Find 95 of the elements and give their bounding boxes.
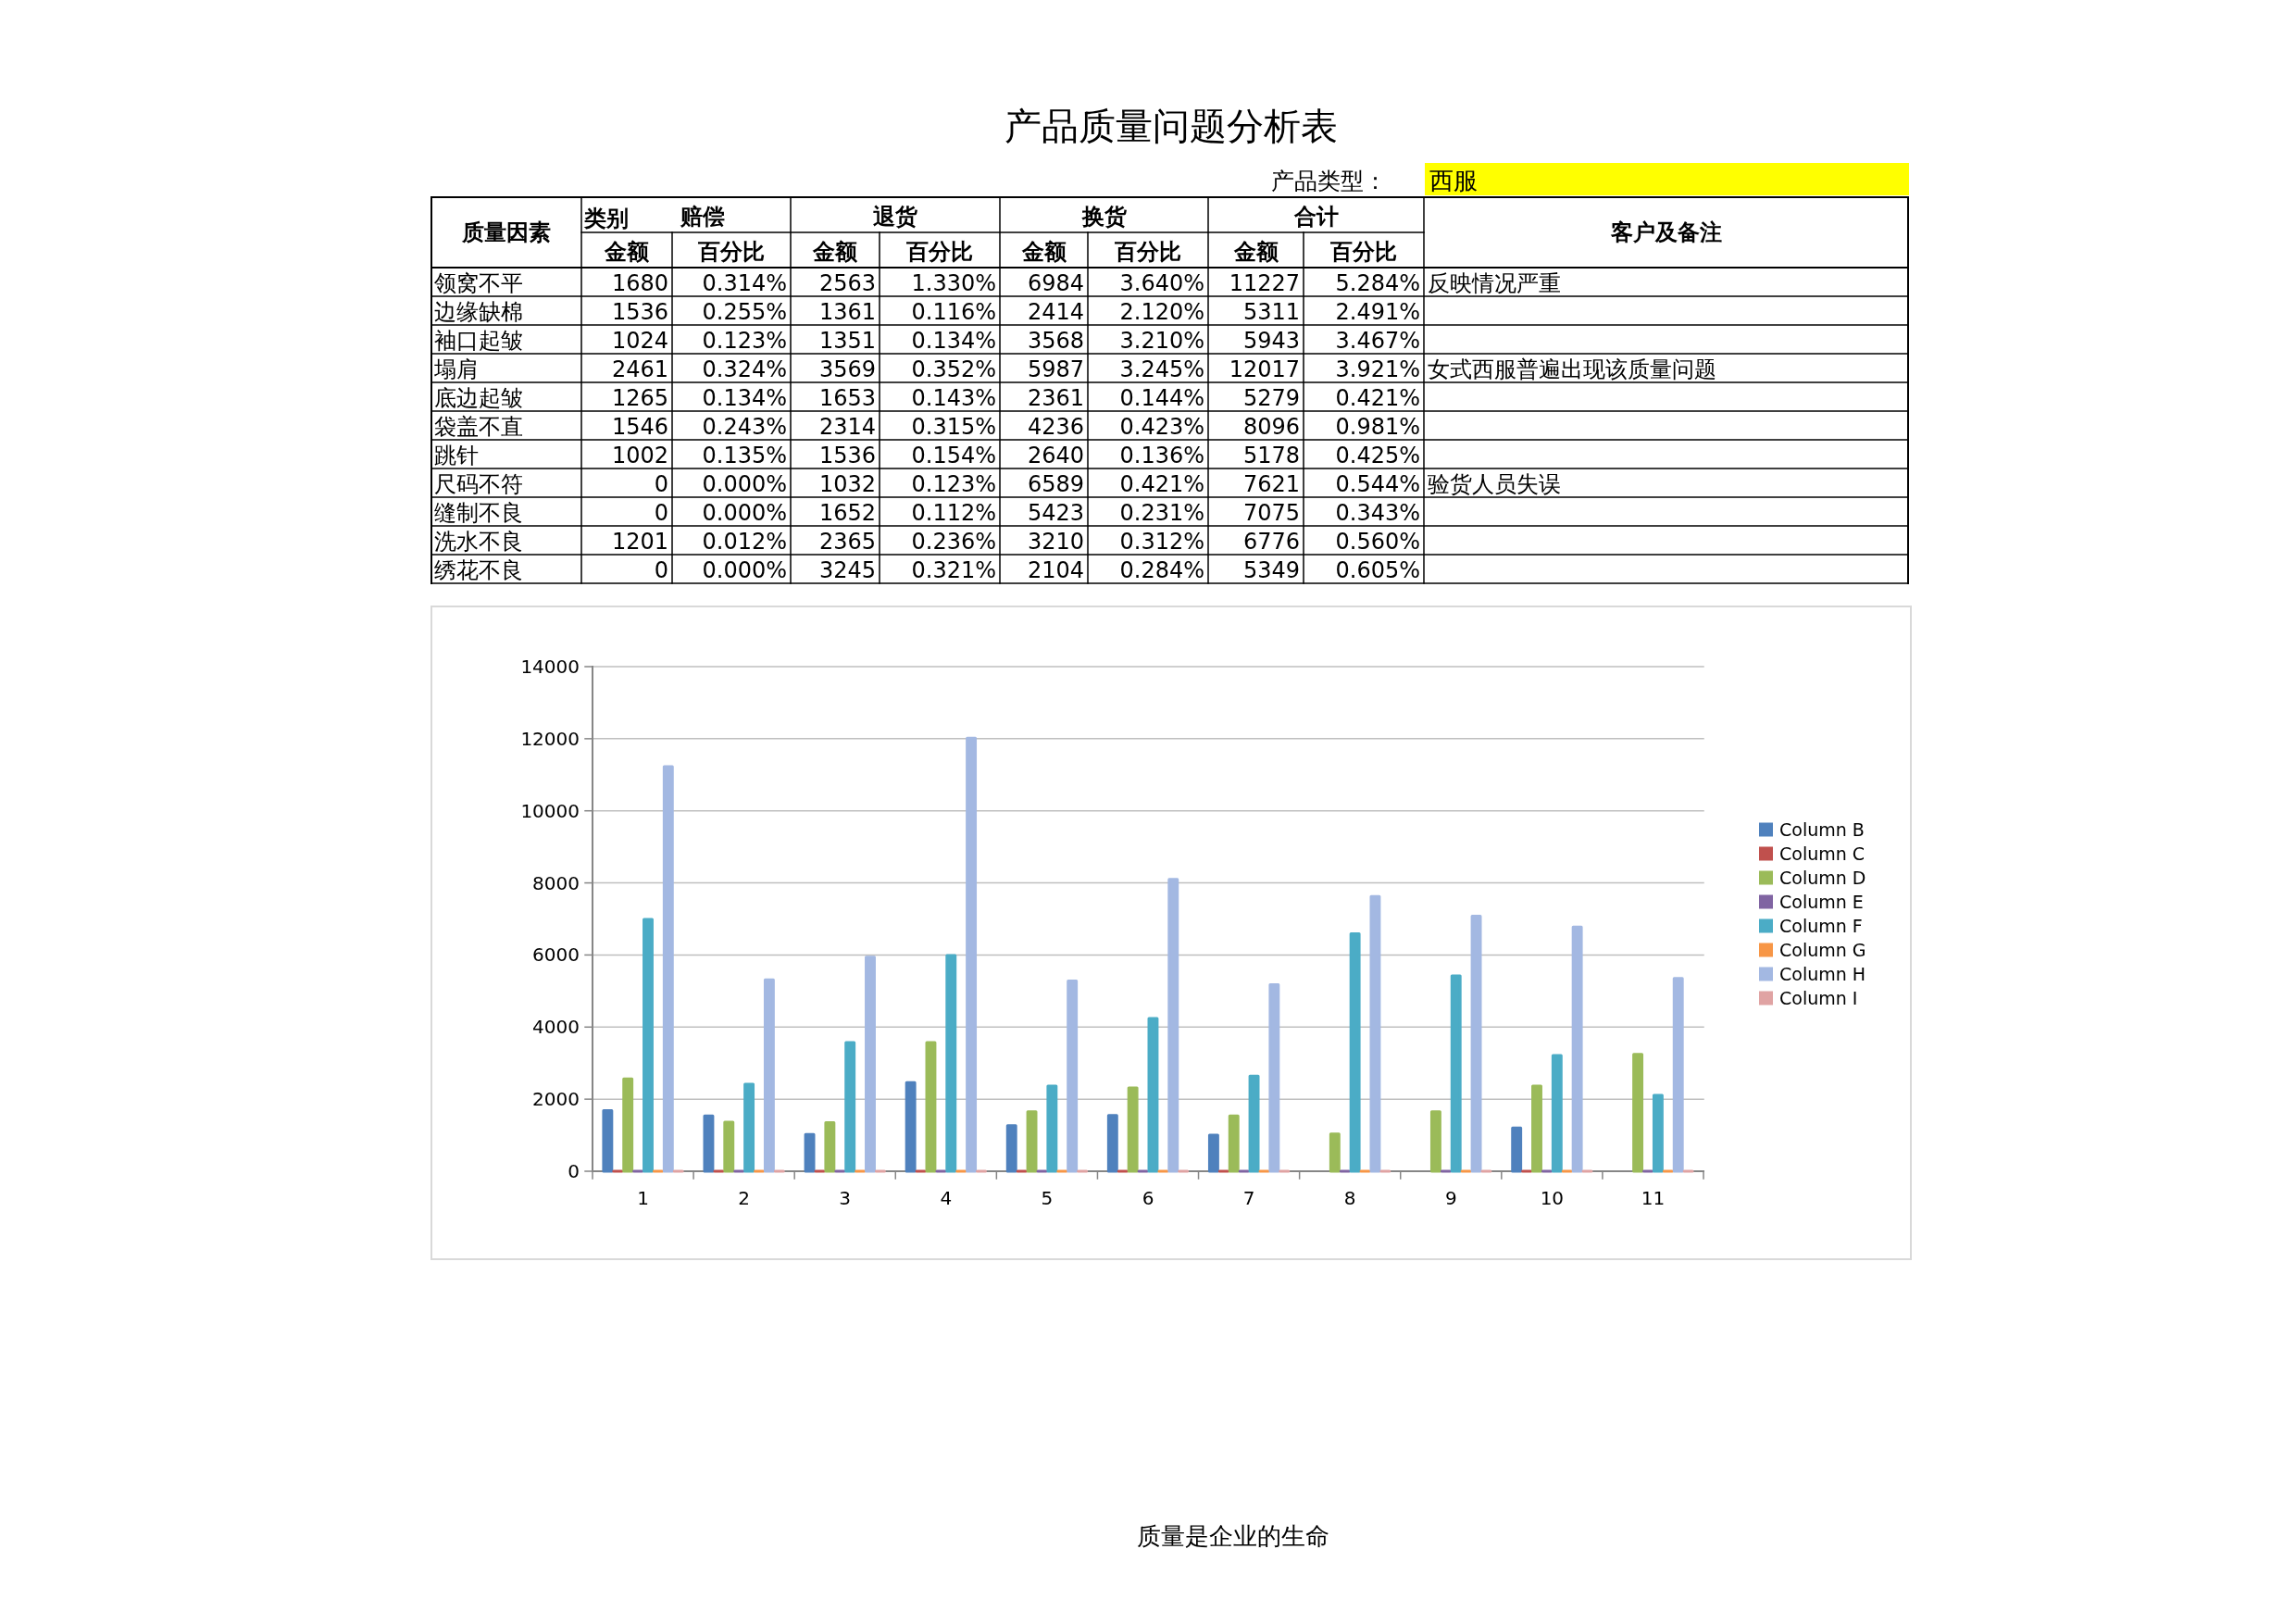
cell: 5943 <box>1242 328 1300 354</box>
cell: 1680 <box>611 270 668 296</box>
cell: 5349 <box>1242 557 1300 583</box>
cell: 5987 <box>1027 356 1084 382</box>
cell: 0.012% <box>702 529 787 555</box>
cell: 2563 <box>818 270 876 296</box>
cell: 3.640% <box>1119 270 1204 296</box>
cell: 0.284% <box>1119 557 1204 583</box>
cell: 0 <box>654 471 668 497</box>
cell: 3.210% <box>1119 328 1204 354</box>
note: 女式西服普遍出现该质量问题 <box>1428 356 1716 382</box>
cell: 3568 <box>1027 328 1084 354</box>
cell: 1536 <box>818 443 876 468</box>
cell: 0.425% <box>1335 443 1420 468</box>
cell: 2414 <box>1027 299 1084 325</box>
cell: 7621 <box>1242 471 1300 497</box>
cell: 2104 <box>1027 557 1084 583</box>
cell: 1265 <box>611 385 668 411</box>
cell: 3.245% <box>1119 356 1204 382</box>
cell: 1201 <box>611 529 668 555</box>
cell: 1.330% <box>911 270 996 296</box>
cell: 0.136% <box>1119 443 1204 468</box>
cell: 0.321% <box>911 557 996 583</box>
cell: 3.467% <box>1335 328 1420 354</box>
cell: 0.154% <box>911 443 996 468</box>
annotation: 西服 <box>1429 167 1478 194</box>
cell: 2365 <box>818 529 876 555</box>
cell: 1536 <box>611 299 668 325</box>
cell: 0.135% <box>702 443 787 468</box>
cell: 6589 <box>1027 471 1084 497</box>
cell: 0.315% <box>911 414 996 440</box>
cell: 0.343% <box>1335 500 1420 526</box>
cell: 2314 <box>818 414 876 440</box>
cell: 3569 <box>818 356 876 382</box>
cell: 3245 <box>818 557 876 583</box>
cell: 12017 <box>1229 356 1300 382</box>
cell: 0.255% <box>702 299 787 325</box>
cell: 0.423% <box>1119 414 1204 440</box>
cell: 6984 <box>1027 270 1084 296</box>
cell: 2461 <box>611 356 668 382</box>
cell: 0.243% <box>702 414 787 440</box>
cell: 1351 <box>818 328 876 354</box>
cell: 5279 <box>1242 385 1300 411</box>
cell: 8096 <box>1242 414 1300 440</box>
cell: 0.544% <box>1335 471 1420 497</box>
cell: 6776 <box>1242 529 1300 555</box>
cell: 7075 <box>1242 500 1300 526</box>
cell: 0 <box>654 500 668 526</box>
cell: 0.231% <box>1119 500 1204 526</box>
cell: 0.123% <box>702 328 787 354</box>
cell: 3.921% <box>1335 356 1420 382</box>
annotation: 质量是企业的生命 <box>1137 1522 1329 1550</box>
cell: 2.120% <box>1119 299 1204 325</box>
title: 产品质量问题分析表 <box>1004 105 1338 147</box>
cell: 0.112% <box>911 500 996 526</box>
cell: 0.324% <box>702 356 787 382</box>
cell: 1032 <box>818 471 876 497</box>
cell: 0.421% <box>1335 385 1420 411</box>
cell: 0.134% <box>702 385 787 411</box>
cell: 5311 <box>1242 299 1300 325</box>
cell: 0.000% <box>702 557 787 583</box>
annotation: 产品类型： <box>1271 168 1387 194</box>
cell: 0.116% <box>911 299 996 325</box>
cell: 5423 <box>1027 500 1084 526</box>
cell: 0.236% <box>911 529 996 555</box>
cell: 0.143% <box>911 385 996 411</box>
cell: 2.491% <box>1335 299 1420 325</box>
cell: 4236 <box>1027 414 1084 440</box>
cell: 0.981% <box>1335 414 1420 440</box>
cell: 0.144% <box>1119 385 1204 411</box>
note: 验货人员失误 <box>1428 471 1561 497</box>
cell: 5178 <box>1242 443 1300 468</box>
cell: 11227 <box>1229 270 1300 296</box>
cell: 1002 <box>611 443 668 468</box>
cell: 0.560% <box>1335 529 1420 555</box>
cell: 1024 <box>611 328 668 354</box>
cell: 0 <box>654 557 668 583</box>
cell: 0.000% <box>702 471 787 497</box>
cell: 0.314% <box>702 270 787 296</box>
cell: 2640 <box>1027 443 1084 468</box>
cell: 0.312% <box>1119 529 1204 555</box>
cell: 5.284% <box>1335 270 1420 296</box>
cell: 1546 <box>611 414 668 440</box>
cell: 0.000% <box>702 500 787 526</box>
cell: 0.605% <box>1335 557 1420 583</box>
cell: 0.123% <box>911 471 996 497</box>
note: 反映情况严重 <box>1428 270 1561 296</box>
cell: 1361 <box>818 299 876 325</box>
cell: 1652 <box>818 500 876 526</box>
cell: 0.421% <box>1119 471 1204 497</box>
cell: 1653 <box>818 385 876 411</box>
cell: 3210 <box>1027 529 1084 555</box>
cell: 0.134% <box>911 328 996 354</box>
cell: 2361 <box>1027 385 1084 411</box>
cell: 0.352% <box>911 356 996 382</box>
